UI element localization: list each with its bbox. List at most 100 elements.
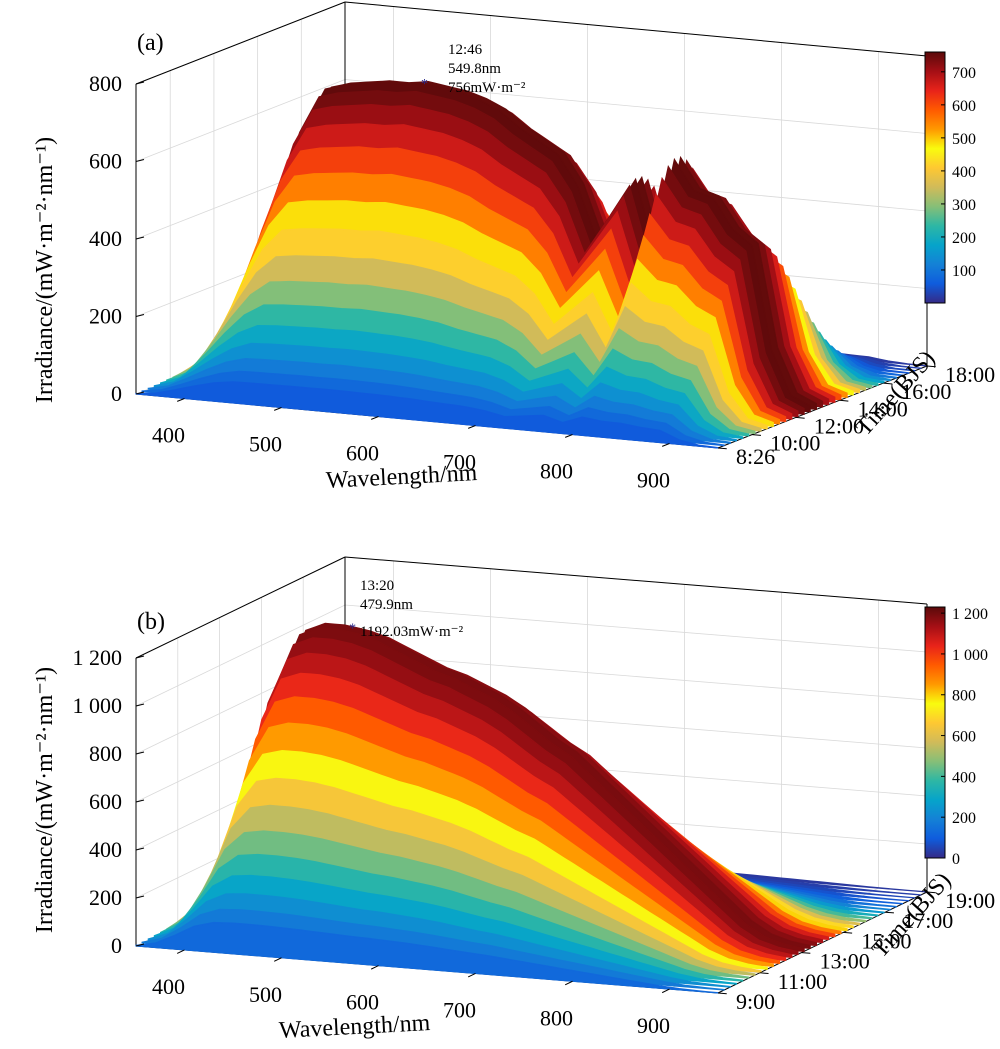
z-tick bbox=[135, 655, 145, 659]
x-tick bbox=[661, 988, 670, 994]
peak-marker: * bbox=[349, 621, 356, 636]
z-axis: 0 200 400 600 800 bbox=[89, 71, 145, 406]
time-tick-label: 11:00 bbox=[778, 969, 827, 994]
z-tick-label: 200 bbox=[89, 885, 122, 910]
time-tick-label: 12:00 bbox=[814, 413, 864, 438]
x-tick-label: 900 bbox=[637, 1013, 670, 1038]
time-tick-label: 18:00 bbox=[945, 362, 995, 387]
colorbar-tick-label: 0 bbox=[952, 851, 960, 868]
colorbar-tick-label: 700 bbox=[952, 65, 976, 82]
colorbar-tick-label: 1 000 bbox=[952, 647, 988, 664]
z-tick-label: 800 bbox=[89, 741, 122, 766]
panel-label: (b) bbox=[137, 609, 165, 635]
time-tick bbox=[926, 891, 936, 894]
z-tick bbox=[135, 895, 145, 899]
z-tick-label: 400 bbox=[89, 226, 122, 251]
time-tick bbox=[883, 382, 893, 385]
z-axis-title: Irradiance/(mW·m⁻²·nm⁻¹) bbox=[32, 667, 58, 933]
panel-label: (a) bbox=[137, 30, 164, 56]
x-tick bbox=[564, 980, 573, 986]
colorbar-tick-label: 500 bbox=[952, 131, 976, 148]
surface-slice bbox=[135, 921, 719, 994]
colorbar-tick-label: 300 bbox=[952, 197, 976, 214]
x-tick-label: 400 bbox=[152, 423, 185, 448]
time-tick bbox=[759, 972, 769, 975]
z-tick bbox=[135, 943, 145, 947]
panel-a: * 12:46 549.8nm 756mW·m⁻² 0 200 400 600 800 400 50… bbox=[32, 1, 995, 494]
z-tick bbox=[135, 847, 145, 851]
time-tick-label: 17:00 bbox=[903, 908, 953, 933]
surface bbox=[135, 622, 928, 994]
x-tick-label: 900 bbox=[637, 468, 670, 493]
z-tick-label: 800 bbox=[89, 71, 122, 96]
colorbar-tick-label: 100 bbox=[952, 263, 976, 280]
x-tick bbox=[467, 972, 476, 978]
colorbar: 0 200 400 600 800 1 000 1 200 bbox=[924, 606, 988, 868]
colorbar-gradient bbox=[924, 606, 946, 859]
peak-value-label: 756mW·m⁻² bbox=[448, 80, 526, 96]
time-tick bbox=[839, 399, 849, 402]
time-tick bbox=[717, 992, 727, 995]
peak-wavelength-label: 549.8nm bbox=[448, 61, 501, 77]
x-axis-title: Wavelength/nm bbox=[278, 1010, 431, 1044]
time-tick-label: 9:00 bbox=[736, 989, 775, 1014]
z-tick bbox=[135, 81, 145, 85]
x-tick bbox=[176, 949, 185, 954]
surface-slice bbox=[135, 381, 719, 449]
x-tick bbox=[370, 965, 379, 970]
time-tick bbox=[843, 931, 853, 934]
z-tick bbox=[135, 799, 145, 803]
x-tick bbox=[565, 434, 573, 438]
colorbar-tick-label: 400 bbox=[952, 769, 976, 786]
x-tick-label: 700 bbox=[443, 450, 476, 475]
peak-time-label: 12:46 bbox=[448, 42, 483, 58]
time-tick-label: 14:00 bbox=[858, 396, 908, 421]
x-tick bbox=[371, 416, 379, 420]
z-tick-label: 1 000 bbox=[73, 693, 123, 718]
z-tick bbox=[135, 391, 145, 395]
x-tick-label: 500 bbox=[249, 432, 282, 457]
z-tick-label: 400 bbox=[89, 837, 122, 862]
x-tick bbox=[274, 407, 282, 411]
z-axis: 0 200 400 600 800 1 000 1 200 bbox=[73, 645, 145, 958]
time-tick-label: 13:00 bbox=[820, 949, 870, 974]
z-tick bbox=[135, 159, 145, 162]
x-tick bbox=[177, 398, 185, 402]
peak-time-label: 13:20 bbox=[360, 578, 394, 594]
z-tick-label: 0 bbox=[111, 933, 122, 958]
peak-value-label: 1192.03mW·m⁻² bbox=[360, 624, 464, 640]
z-tick bbox=[135, 751, 145, 755]
time-tick bbox=[795, 416, 805, 419]
colorbar-gradient bbox=[924, 51, 946, 304]
colorbar: 100 200 300 400 500 600 700 bbox=[924, 51, 976, 304]
panel-b: * 13:20 479.9nm 1192.03mW·m⁻² 0 200 400 600 800 1… bbox=[32, 556, 995, 1044]
colorbar-tick-label: 600 bbox=[952, 98, 976, 115]
x-tick-label: 700 bbox=[443, 997, 476, 1022]
z-tick bbox=[135, 314, 145, 317]
time-tick bbox=[717, 447, 727, 450]
z-tick-label: 600 bbox=[89, 149, 122, 174]
z-tick-label: 200 bbox=[89, 304, 122, 329]
x-tick-label: 800 bbox=[540, 1005, 573, 1030]
time-tick-label: 19:00 bbox=[945, 888, 995, 913]
z-tick-label: 1 200 bbox=[73, 645, 123, 670]
surface bbox=[135, 80, 928, 449]
x-axis: 400 500 600 700 800 900 bbox=[152, 949, 670, 1038]
colorbar-tick-label: 200 bbox=[952, 810, 976, 827]
z-tick bbox=[135, 236, 145, 240]
x-tick bbox=[273, 957, 282, 962]
x-tick-label: 600 bbox=[346, 990, 379, 1015]
time-tick bbox=[752, 434, 762, 436]
x-tick-label: 500 bbox=[249, 982, 282, 1007]
z-tick bbox=[135, 703, 145, 707]
time-tick-label: 15:00 bbox=[861, 928, 911, 953]
colorbar-tick-label: 1 200 bbox=[952, 606, 988, 623]
x-tick-label: 600 bbox=[346, 441, 379, 466]
time-tick-label: 10:00 bbox=[770, 431, 820, 456]
x-tick-label: 800 bbox=[540, 459, 573, 484]
time-tick bbox=[801, 952, 811, 954]
time-tick bbox=[885, 911, 894, 914]
